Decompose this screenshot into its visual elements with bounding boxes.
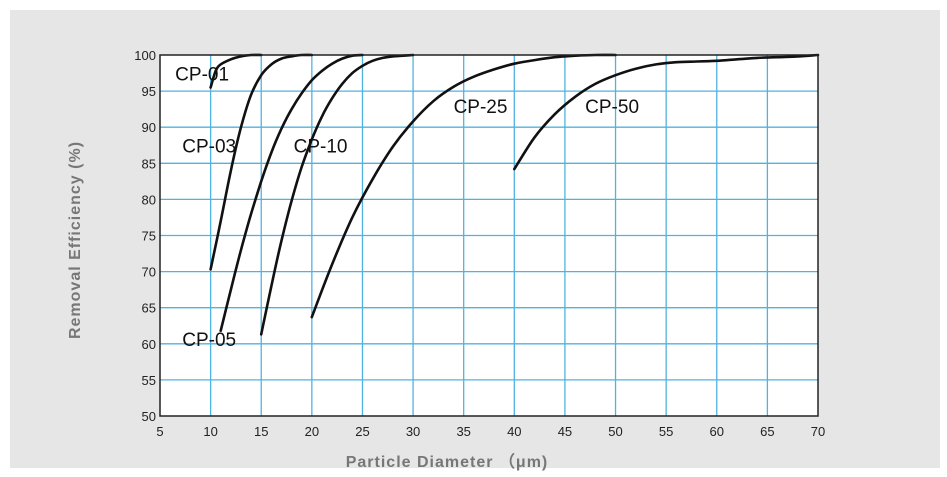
y-tick-label: 90 (142, 120, 156, 135)
x-tick-label: 40 (507, 424, 521, 439)
x-tick-label: 15 (254, 424, 268, 439)
x-axis-title: Particle Diameter （μm) (346, 453, 549, 471)
y-tick-label: 100 (134, 48, 156, 63)
y-tick-label: 85 (142, 156, 156, 171)
y-tick-label: 70 (142, 265, 156, 280)
curve-cp-25 (310, 53, 617, 319)
curve-cp-05 (219, 53, 364, 333)
x-tick-label: 35 (456, 424, 470, 439)
y-tick-label: 75 (142, 229, 156, 244)
curve-labels: CP-01 CP-03 CP-05 CP-10 CP-25 CP-50 (175, 64, 639, 351)
y-tick-labels: 50 55 60 65 70 75 80 85 90 95 100 (134, 48, 156, 424)
curve-label-cp-10: CP-10 (294, 136, 348, 157)
x-tick-label: 65 (760, 424, 774, 439)
plot-frame (159, 54, 819, 417)
x-tick-label: 50 (608, 424, 622, 439)
y-tick-label: 80 (142, 192, 156, 207)
curve-label-cp-25: CP-25 (454, 97, 508, 118)
curve-label-cp-50: CP-50 (585, 97, 639, 118)
x-tick-labels: 5 10 15 20 25 30 35 40 45 50 55 60 65 70 (156, 424, 825, 439)
x-tick-label: 25 (355, 424, 369, 439)
x-tick-label: 70 (811, 424, 825, 439)
curve-label-cp-01: CP-01 (175, 64, 229, 85)
curves (209, 53, 820, 336)
y-tick-label: 65 (142, 301, 156, 316)
x-tick-label: 45 (558, 424, 572, 439)
curve-label-cp-03: CP-03 (182, 136, 236, 157)
y-tick-label: 60 (142, 337, 156, 352)
curve-cp-50 (513, 53, 820, 171)
y-tick-label: 55 (142, 373, 156, 388)
curve-cp-10 (259, 53, 415, 336)
x-tick-label: 5 (156, 424, 163, 439)
x-tick-label: 30 (406, 424, 420, 439)
x-tick-label: 55 (659, 424, 673, 439)
x-tick-label: 10 (203, 424, 217, 439)
grid (160, 55, 818, 416)
y-tick-label: 50 (142, 409, 156, 424)
x-tick-label: 20 (305, 424, 319, 439)
y-tick-label: 95 (142, 84, 156, 99)
y-axis-title: Removal Efficiency (%) (67, 141, 84, 339)
curve-cp-03 (209, 53, 314, 271)
x-tick-label: 60 (710, 424, 724, 439)
curve-label-cp-05: CP-05 (182, 330, 236, 351)
